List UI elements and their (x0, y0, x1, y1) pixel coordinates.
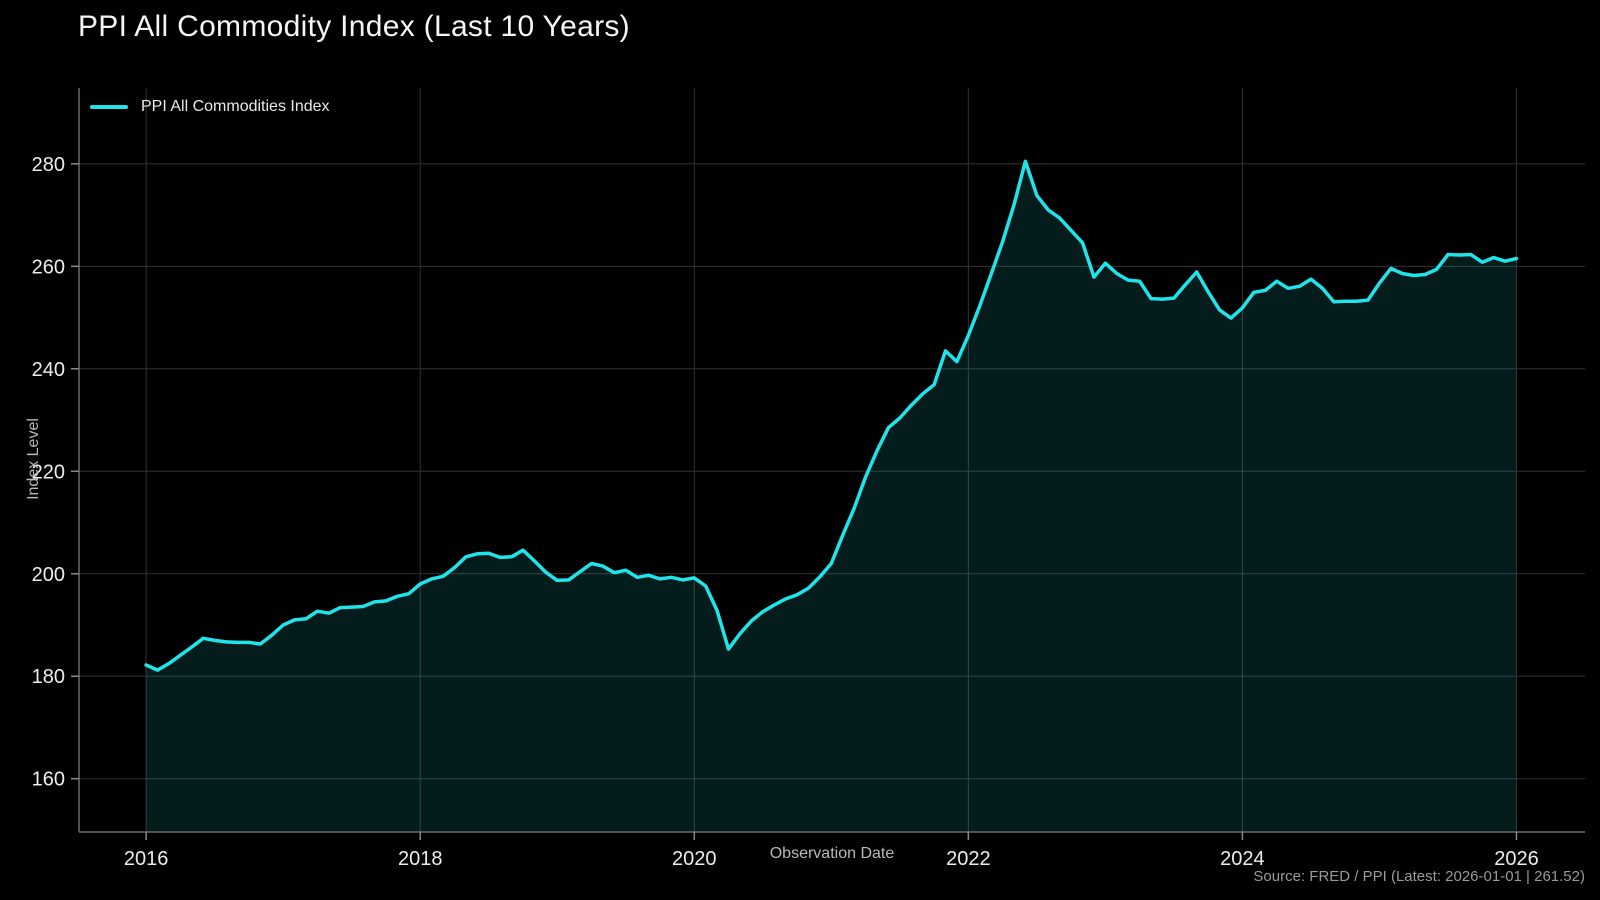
x-tick-label: 2020 (672, 848, 717, 870)
legend: PPI All Commodities Index (90, 96, 330, 118)
y-tick-label: 280 (32, 154, 65, 176)
series-line (144, 159, 1519, 672)
tick-marks (71, 163, 1518, 840)
series-path (144, 159, 1519, 672)
x-axis-title: Observation Date (769, 845, 895, 862)
x-tick-label: 2026 (1494, 848, 1539, 870)
y-tick-label: 260 (32, 256, 65, 278)
x-tick-label: 2016 (124, 848, 169, 870)
x-tick-label: 2018 (398, 848, 443, 870)
y-tick-label: 180 (32, 666, 65, 688)
series-area (146, 161, 1517, 833)
axis-spines (78, 88, 1585, 833)
y-axis-title: Index Level (25, 418, 42, 500)
legend-series-label: PPI All Commodities Index (141, 98, 330, 115)
y-tick-label: 160 (32, 769, 65, 791)
x-tick-label: 2022 (946, 848, 991, 870)
tick-labels: 160 180 200 220 240 260 280 2016 2018 2020 2022 202… (32, 154, 1539, 870)
legend-line-swatch (90, 105, 128, 109)
source-note: Source: FRED / PPI (Latest: 2026-01-01 |… (1253, 868, 1585, 885)
y-tick-label: 240 (32, 359, 65, 381)
area-fill (146, 161, 1517, 833)
x-tick-label: 2024 (1220, 848, 1265, 870)
y-tick-label: 220 (32, 461, 65, 483)
gridlines (79, 88, 1585, 832)
y-tick-label: 200 (32, 564, 65, 586)
page-title: PPI All Commodity Index (Last 10 Years) (78, 10, 630, 43)
